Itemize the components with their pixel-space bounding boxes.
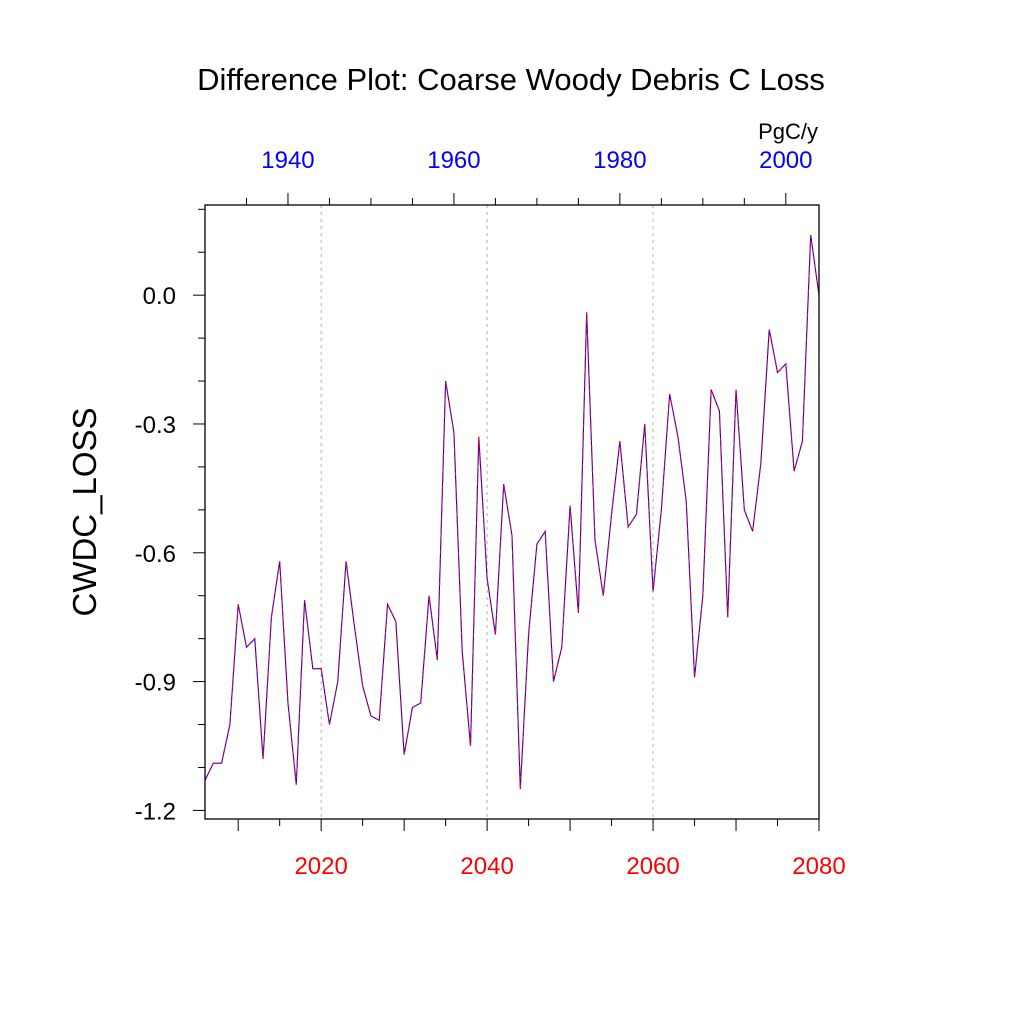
y-axis-label: CWDC_LOSS xyxy=(66,407,103,616)
y-tick-label-3: -0.3 xyxy=(135,412,176,439)
series-line-0 xyxy=(204,234,820,789)
top-tick-label-1980: 1980 xyxy=(593,147,646,174)
y-tick-label-2: -0.6 xyxy=(135,541,176,568)
bottom-tick-label-2080: 2080 xyxy=(792,853,845,880)
bottom-tick-label-2060: 2060 xyxy=(626,853,679,880)
axis-ticks xyxy=(193,193,820,831)
bottom-tick-label-2020: 2020 xyxy=(294,853,347,880)
plot-frame xyxy=(204,204,820,820)
top-tick-label-1960: 1960 xyxy=(427,147,480,174)
tick-labels: 2020 2040 2060 2080 1940 1960 1980 2000 -1.2 -0.9… xyxy=(135,147,846,880)
chart-title: Difference Plot: Coarse Woody Debris C L… xyxy=(197,62,825,97)
top-tick-label-2000: 2000 xyxy=(759,147,812,174)
top-tick-label-1940: 1940 xyxy=(261,147,314,174)
grid-lines xyxy=(320,205,654,819)
y-tick-label-0: -1.2 xyxy=(135,798,176,825)
units-label: PgC/y xyxy=(758,119,818,144)
y-tick-label-4: 0.0 xyxy=(143,283,176,310)
y-tick-label-1: -0.9 xyxy=(135,670,176,697)
bottom-tick-label-2040: 2040 xyxy=(460,853,513,880)
series-dash-0 xyxy=(204,234,820,789)
series-lines xyxy=(204,234,820,789)
